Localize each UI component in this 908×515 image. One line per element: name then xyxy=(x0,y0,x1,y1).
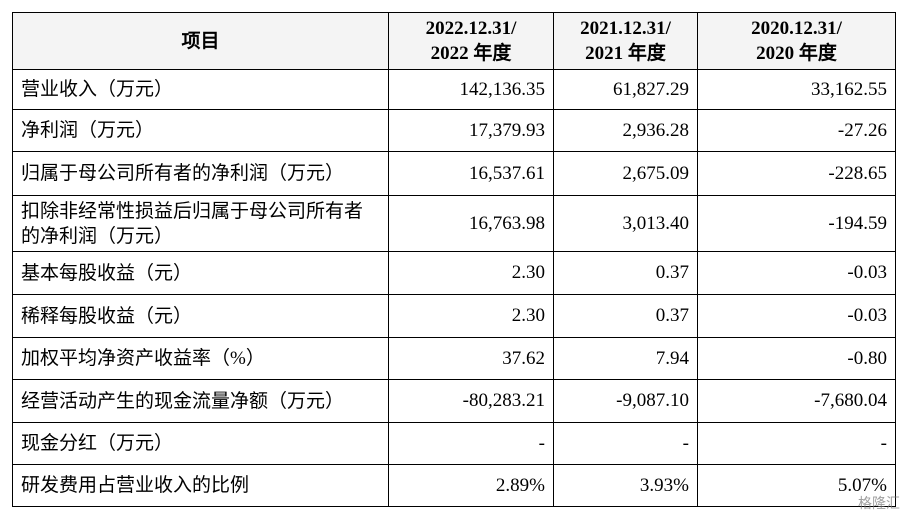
value-cell: -27.26 xyxy=(697,109,896,152)
value-cell: 2.89% xyxy=(388,464,554,507)
header-row: 项目 2022.12.31/2022 年度 2021.12.31/2021 年度 20… xyxy=(12,12,896,70)
value-cell: -0.03 xyxy=(697,251,896,295)
header-line: 项目 xyxy=(181,30,220,52)
row-label: 现金分红（万元） xyxy=(12,422,389,465)
value-cell: 33,162.55 xyxy=(697,69,896,110)
row-label: 基本每股收益（元） xyxy=(12,251,389,295)
value-cell: 7.94 xyxy=(553,337,698,380)
value-cell: 142,136.35 xyxy=(388,69,554,110)
watermark: 格隆汇 xyxy=(858,496,900,512)
value-cell: -0.80 xyxy=(697,337,896,380)
row-label: 营业收入（万元） xyxy=(12,69,389,110)
value-cell: 0.37 xyxy=(553,251,698,295)
row-label: 加权平均净资产收益率（%） xyxy=(12,337,389,380)
value-cell: - xyxy=(388,422,554,465)
row-label: 扣除非经常性损益后归属于母公司所有者的净利润（万元） xyxy=(12,195,389,252)
header-line: 2020.12.31/ xyxy=(751,18,842,39)
header-line: 2021.12.31/ xyxy=(580,18,671,39)
header-cell: 2022.12.31/2022 年度 xyxy=(388,12,554,70)
value-cell: 3,013.40 xyxy=(553,195,698,252)
table-row: 稀释每股收益（元） 2.30 0.37 -0.03 xyxy=(12,294,896,338)
value-cell: 2,936.28 xyxy=(553,109,698,152)
value-cell: 16,537.61 xyxy=(388,151,554,196)
value-cell: -80,283.21 xyxy=(388,379,554,423)
row-label: 归属于母公司所有者的净利润（万元） xyxy=(12,151,389,196)
header-cell: 项目 xyxy=(12,12,389,70)
value-cell: 2.30 xyxy=(388,251,554,295)
value-cell: 17,379.93 xyxy=(388,109,554,152)
value-cell: 5.07% xyxy=(697,464,896,507)
value-cell: -0.03 xyxy=(697,294,896,338)
row-label: 研发费用占营业收入的比例 xyxy=(12,464,389,507)
header-line: 2021 年度 xyxy=(585,43,666,64)
row-label: 经营活动产生的现金流量净额（万元） xyxy=(12,379,389,423)
value-cell: - xyxy=(553,422,698,465)
value-cell: 2,675.09 xyxy=(553,151,698,196)
value-cell: 16,763.98 xyxy=(388,195,554,252)
header-line: 2022.12.31/ xyxy=(425,18,517,39)
value-cell: - xyxy=(697,422,896,465)
row-label: 净利润（万元） xyxy=(12,109,389,152)
table-body: 营业收入（万元） 142,136.35 61,827.29 33,162.55 净利润（… xyxy=(12,69,896,507)
value-cell: -9,087.10 xyxy=(553,379,698,423)
table-row: 净利润（万元） 17,379.93 2,936.28 -27.26 xyxy=(12,109,896,152)
value-cell: -228.65 xyxy=(697,151,896,196)
value-cell: 2.30 xyxy=(388,294,554,338)
header-line: 2022 年度 xyxy=(430,43,512,64)
table-row: 基本每股收益（元） 2.30 0.37 -0.03 xyxy=(12,251,896,295)
table-row: 营业收入（万元） 142,136.35 61,827.29 33,162.55 xyxy=(12,69,896,110)
table-row: 经营活动产生的现金流量净额（万元） -80,283.21 -9,087.10 -7,6… xyxy=(12,379,896,423)
value-cell: 3.93% xyxy=(553,464,698,507)
value-cell: -194.59 xyxy=(697,195,896,252)
row-label: 稀释每股收益（元） xyxy=(12,294,389,338)
header-line: 2020 年度 xyxy=(756,43,837,64)
header-cell: 2021.12.31/2021 年度 xyxy=(553,12,698,70)
table-row: 现金分红（万元） - - - xyxy=(12,422,896,465)
value-cell: 61,827.29 xyxy=(553,69,698,110)
value-cell: 37.62 xyxy=(388,337,554,380)
header-cell: 2020.12.31/2020 年度 xyxy=(697,12,896,70)
value-cell: -7,680.04 xyxy=(697,379,896,423)
table-row: 研发费用占营业收入的比例 2.89% 3.93% 5.07% xyxy=(12,464,896,507)
table-row: 扣除非经常性损益后归属于母公司所有者的净利润（万元） 16,763.98 3,013… xyxy=(12,195,896,252)
table-row: 加权平均净资产收益率（%） 37.62 7.94 -0.80 xyxy=(12,337,896,380)
financial-table: 项目 2022.12.31/2022 年度 2021.12.31/2021 年度 20… xyxy=(12,12,896,507)
table-row: 归属于母公司所有者的净利润（万元） 16,537.61 2,675.09 -228.6… xyxy=(12,151,896,196)
value-cell: 0.37 xyxy=(553,294,698,338)
